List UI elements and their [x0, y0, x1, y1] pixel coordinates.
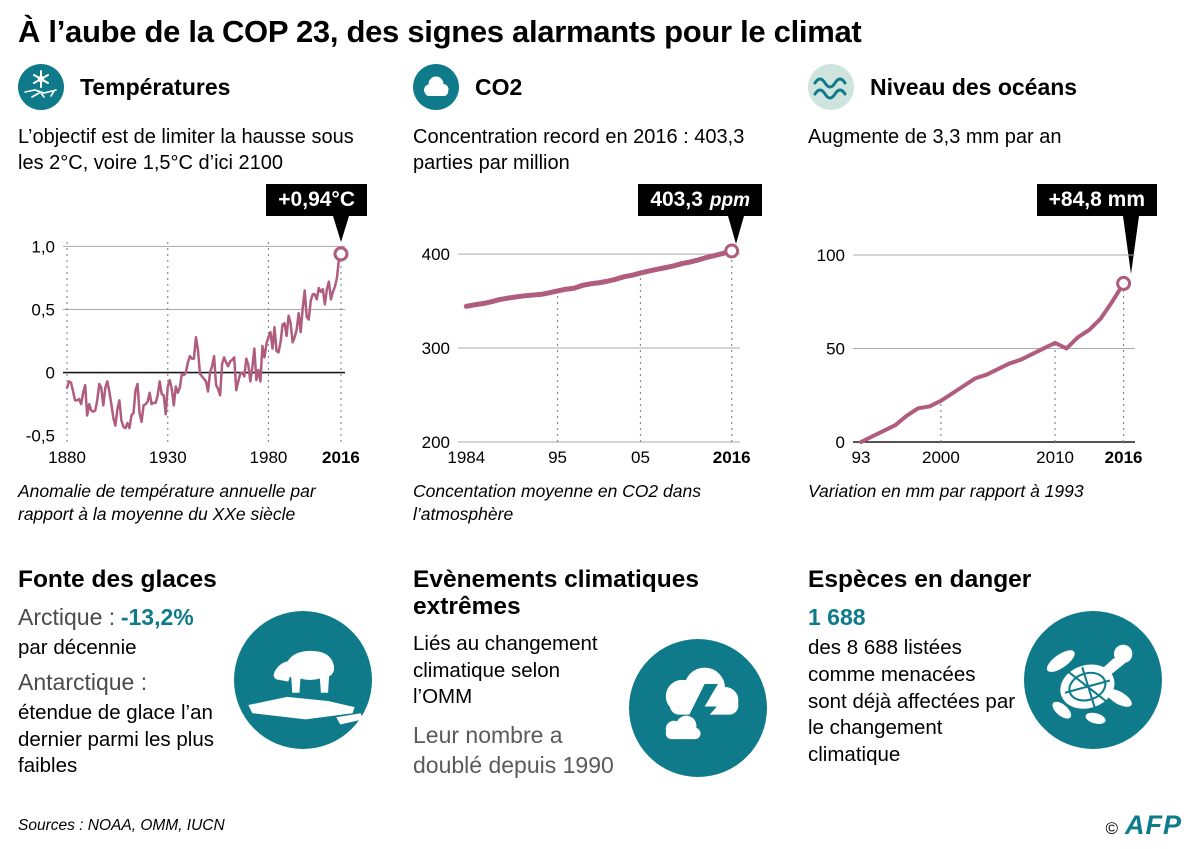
ocean-header: Niveau des océans: [808, 62, 1163, 112]
polar-bear-icon: [234, 611, 372, 750]
species-text: 1 688 des 8 688 listées comme menacées s…: [808, 603, 1019, 770]
sea-level-caption: Variation en mm par rapport à 1993: [808, 481, 1084, 501]
temperature-caption: Anomalie de température annuelle par rap…: [18, 481, 316, 525]
svg-text:1880: 1880: [48, 448, 86, 467]
svg-text:2016: 2016: [1105, 448, 1143, 467]
svg-text:200: 200: [422, 433, 450, 452]
svg-text:50: 50: [826, 339, 845, 358]
footer: Sources : NOAA, OMM, IUCN © AFP: [18, 810, 1182, 841]
temperature-chart-area: +0,94°C 1,0 0,5 0 -0,5 1880 1930 1980 2016: [18, 182, 373, 474]
arctic-sub: par décennie: [18, 636, 137, 660]
ice-melt-text: Arctique : -13,2% par décennie Antarctiq…: [18, 603, 229, 781]
co2-callout-value: 403,3: [650, 188, 703, 211]
callout-pointer: [1123, 216, 1139, 274]
charts-row: Températures L’objectif est de limiter l…: [0, 54, 1200, 556]
svg-text:2000: 2000: [922, 448, 960, 467]
sea-level-chart-area: +84,8 mm 100 50 0 93 2000 2010 2016: [808, 182, 1163, 474]
svg-text:05: 05: [631, 448, 650, 467]
svg-text:2016: 2016: [322, 448, 360, 467]
sea-level-callout: +84,8 mm: [1036, 184, 1157, 274]
arctic-line: Arctique : -13,2%: [18, 603, 229, 633]
sea-level-callout-value: +84,8 mm: [1048, 188, 1145, 211]
temperature-header: Températures: [18, 62, 373, 112]
co2-section: CO2 Concentration record en 2016 : 403,3…: [413, 62, 768, 556]
turtle-icon: [1024, 611, 1162, 750]
callout-pointer: [333, 216, 349, 242]
afp-logo: AFP: [1125, 810, 1182, 840]
co2-caption: Concentation moyenne en CO2 dans l’atmos…: [413, 481, 701, 525]
extreme-events-line1: Liés au changement climatique selon l’OM…: [413, 631, 598, 709]
arctic-label: Arctique :: [18, 604, 116, 631]
temperature-callout-value: +0,94°C: [278, 188, 355, 211]
svg-text:2010: 2010: [1036, 448, 1074, 467]
sources-note: Sources : NOAA, OMM, IUCN: [18, 816, 225, 834]
svg-text:300: 300: [422, 339, 450, 358]
arctic-value: -13,2%: [120, 604, 194, 631]
svg-text:400: 400: [422, 245, 450, 264]
co2-callout-unit: ppm: [709, 190, 750, 211]
svg-text:95: 95: [548, 448, 567, 467]
svg-text:0: 0: [46, 364, 55, 383]
svg-text:100: 100: [817, 246, 845, 265]
species-detail: des 8 688 listées comme menacées sont dé…: [808, 636, 1016, 766]
extreme-events-icon-wrap: [628, 631, 768, 783]
svg-text:1984: 1984: [447, 448, 485, 467]
co2-cloud-icon: [413, 64, 459, 110]
temperature-desc: L’objectif est de limiter la hausse sous…: [18, 126, 354, 174]
svg-text:1980: 1980: [250, 448, 288, 467]
svg-text:2016: 2016: [713, 448, 751, 467]
svg-text:93: 93: [852, 448, 871, 467]
svg-text:-0,5: -0,5: [26, 427, 55, 446]
co2-header: CO2: [413, 62, 768, 112]
ice-melt-title: Fonte des glaces: [18, 566, 217, 593]
species-section: Espèces en danger 1 688 des 8 688 listée…: [808, 560, 1163, 783]
storm-lightning-icon: [629, 638, 767, 777]
temperature-chart: 1,0 0,5 0 -0,5 1880 1930 1980 2016: [26, 237, 360, 467]
co2-callout: 403,3 ppm: [638, 184, 762, 244]
sea-level-chart: 100 50 0 93 2000 2010 2016: [817, 246, 1143, 467]
extreme-events-line2: Leur nombre a doublé depuis 1990: [413, 721, 614, 778]
extreme-events-title: Evènements climatiques extrêmes: [413, 566, 699, 621]
ocean-section: Niveau des océans Augmente de 3,3 mm par…: [808, 62, 1163, 556]
species-icon-wrap: [1023, 603, 1163, 770]
temperature-section: Températures L’objectif est de limiter l…: [18, 62, 373, 556]
callout-pointer: [728, 216, 744, 244]
copyright-symbol: ©: [1105, 819, 1118, 838]
svg-text:0: 0: [836, 433, 845, 452]
co2-title: CO2: [475, 73, 523, 100]
antarctic-text: étendue de glace l’an dernier parmi les …: [18, 700, 214, 778]
temperature-icon: [18, 64, 64, 110]
ice-melt-section: Fonte des glaces Arctique : -13,2% par d…: [18, 560, 373, 783]
ice-melt-icon-wrap: [233, 603, 373, 781]
svg-text:1,0: 1,0: [31, 237, 55, 256]
facts-row: Fonte des glaces Arctique : -13,2% par d…: [0, 556, 1200, 783]
ocean-waves-icon: [808, 64, 854, 110]
species-value: 1 688: [808, 604, 866, 631]
temperature-callout: +0,94°C: [266, 184, 367, 242]
svg-text:1930: 1930: [149, 448, 187, 467]
svg-text:0,5: 0,5: [31, 300, 55, 319]
co2-chart-area: 403,3 ppm 400 300 200 1984 95 05 2016: [413, 182, 768, 474]
extreme-events-section: Evènements climatiques extrêmes Liés au …: [413, 560, 768, 783]
page-title: À l’aube de la COP 23, des signes alarma…: [18, 14, 862, 49]
antarctic-label: Antarctique :: [18, 668, 148, 695]
extreme-events-text: Liés au changement climatique selon l’OM…: [413, 631, 624, 783]
species-title: Espèces en danger: [808, 566, 1032, 593]
afp-credit: © AFP: [1105, 810, 1182, 841]
co2-desc: Concentration record en 2016 : 403,3 par…: [413, 126, 745, 174]
temperature-title: Températures: [80, 73, 231, 100]
ocean-title: Niveau des océans: [870, 73, 1078, 100]
ocean-desc: Augmente de 3,3 mm par an: [808, 126, 1062, 148]
